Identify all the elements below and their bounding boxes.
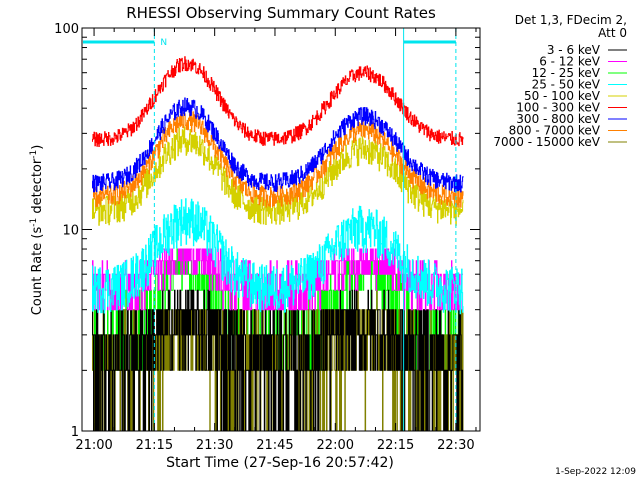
legend-entry-label: 25 - 50 keV [532,78,601,92]
chart-title: RHESSI Observing Summary Count Rates [126,4,436,22]
y-tick-label: 10 [62,224,79,239]
x-axis: 21:00 21:15 21:30 21:45 22:00 22:15 22:30 [75,28,477,453]
legend-entry-label: 12 - 25 keV [532,66,601,80]
y-axis-title: Count Rate (s-1 detector-1) [29,145,45,316]
y-axis: 100 10 1 [54,22,480,440]
x-tick-label: 21:45 [256,438,293,453]
series-line [92,289,464,432]
plot-timestamp: 1-Sep-2022 12:09 [555,467,636,477]
marker-layer: N [83,28,457,431]
x-tick-label: 22:00 [317,438,354,453]
legend-header-line-1: Det 1,3, FDecim 2, [515,13,627,27]
legend-entry-label: 300 - 800 keV [516,112,600,126]
y-tick-label: 1 [71,425,79,440]
series-line [92,126,464,226]
x-tick-label: 21:30 [196,438,233,453]
y-tick-label: 100 [54,22,79,37]
legend-entry-label: 800 - 7000 keV [509,124,601,138]
series-line [92,110,464,208]
x-tick-label: 21:00 [75,438,112,453]
flag-label: N [160,38,167,48]
x-tick-label: 22:30 [437,438,474,453]
legend-entry-label: 6 - 12 keV [539,55,601,69]
legend-entry-label: 3 - 6 keV [547,43,601,57]
legend-entry-label: 7000 - 15000 keV [493,135,600,149]
legend-header-line-2: Att 0 [598,26,627,40]
legend-entry-label: 50 - 100 keV [524,89,601,103]
legend-entry-label: 100 - 300 keV [516,101,600,115]
series-line [92,56,464,147]
x-tick-label: 22:15 [377,438,414,453]
x-axis-title: Start Time (27-Sep-16 20:57:42) [166,455,394,471]
x-tick-label: 21:15 [136,438,173,453]
